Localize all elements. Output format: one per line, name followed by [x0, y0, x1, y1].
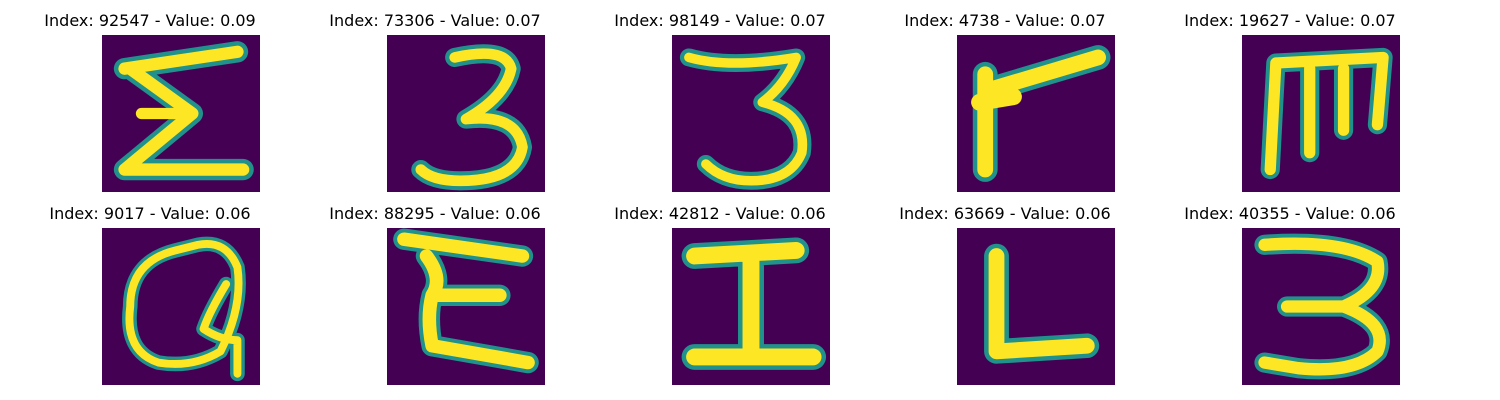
- glyph-image: [387, 228, 545, 385]
- panel-image: [957, 35, 1115, 192]
- panel-image: [672, 228, 830, 385]
- panel-image: [1242, 228, 1400, 385]
- panel-7: Index: 42812 - Value: 0.06: [570, 193, 870, 393]
- panel-image: [102, 228, 260, 385]
- panel-title: Index: 4738 - Value: 0.07: [904, 11, 1106, 30]
- glyph-image: [1242, 35, 1400, 192]
- panel-image: [102, 35, 260, 192]
- panel-title: Index: 73306 - Value: 0.07: [329, 11, 541, 30]
- panel-title: Index: 42812 - Value: 0.06: [614, 204, 826, 223]
- glyph-image: [1242, 228, 1400, 385]
- panel-image: [387, 228, 545, 385]
- panel-2: Index: 98149 - Value: 0.07: [570, 0, 870, 200]
- panel-1: Index: 73306 - Value: 0.07: [285, 0, 585, 200]
- panel-title: Index: 88295 - Value: 0.06: [329, 204, 541, 223]
- panel-image: [672, 35, 830, 192]
- glyph-image: [102, 35, 260, 192]
- glyph-image: [672, 35, 830, 192]
- panel-4: Index: 19627 - Value: 0.07: [1140, 0, 1440, 200]
- glyph-image: [957, 228, 1115, 385]
- panel-image: [1242, 35, 1400, 192]
- panel-3: Index: 4738 - Value: 0.07: [855, 0, 1155, 200]
- panel-image: [957, 228, 1115, 385]
- panel-title: Index: 92547 - Value: 0.09: [44, 11, 256, 30]
- panel-title: Index: 40355 - Value: 0.06: [1184, 204, 1396, 223]
- panel-0: Index: 92547 - Value: 0.09: [0, 0, 300, 200]
- panel-title: Index: 63669 - Value: 0.06: [899, 204, 1111, 223]
- panel-title: Index: 19627 - Value: 0.07: [1184, 11, 1396, 30]
- panel-9: Index: 40355 - Value: 0.06: [1140, 193, 1440, 393]
- panel-8: Index: 63669 - Value: 0.06: [855, 193, 1155, 393]
- panel-6: Index: 88295 - Value: 0.06: [285, 193, 585, 393]
- glyph-image: [102, 228, 260, 385]
- glyph-image: [957, 35, 1115, 192]
- panel-title: Index: 9017 - Value: 0.06: [49, 204, 251, 223]
- glyph-image: [387, 35, 545, 192]
- panel-5: Index: 9017 - Value: 0.06: [0, 193, 300, 393]
- panel-image: [387, 35, 545, 192]
- glyph-image: [672, 228, 830, 385]
- panel-title: Index: 98149 - Value: 0.07: [614, 11, 826, 30]
